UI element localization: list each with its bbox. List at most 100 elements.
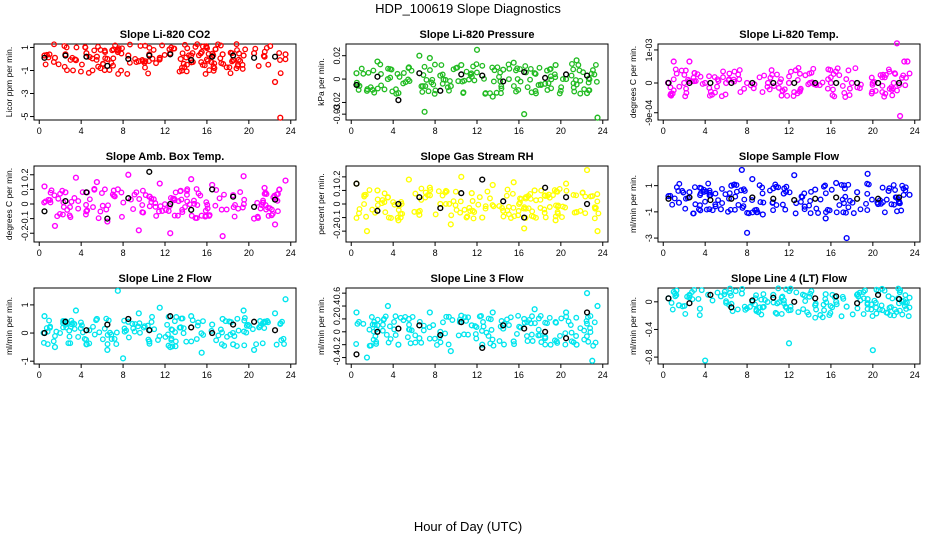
hourly-point — [209, 186, 216, 193]
hourly-point — [250, 203, 258, 211]
hourly-point — [500, 322, 507, 329]
sample-point — [168, 337, 175, 343]
y-tick-label: -3 — [644, 234, 654, 242]
sample-point — [194, 322, 201, 329]
sample-point — [524, 338, 531, 345]
sample-point — [756, 182, 763, 189]
sample-point — [770, 291, 777, 299]
hourly-point — [874, 195, 882, 202]
panel-4: Slope Amb. Box Temp. 0 4 8 12 16 20 24 0.20.1 0 -0… — [4, 151, 297, 258]
x-tick-label: 12 — [472, 248, 482, 258]
sample-point — [513, 88, 519, 95]
sample-point — [531, 320, 538, 327]
sample-point — [885, 293, 892, 300]
sample-point — [774, 300, 781, 307]
sample-point — [64, 206, 71, 213]
x-tick-label: 20 — [868, 248, 878, 258]
sample-point — [85, 69, 92, 76]
sample-point — [265, 61, 272, 68]
sample-point — [490, 78, 497, 85]
sample-point — [778, 310, 785, 317]
sample-point — [591, 215, 598, 222]
y-tick-label: 0 — [332, 329, 342, 334]
sample-point — [726, 195, 732, 202]
sample-point — [668, 92, 675, 99]
sample-point — [179, 315, 186, 322]
sample-point — [522, 194, 529, 201]
sample-point — [99, 336, 106, 343]
sample-point — [741, 196, 748, 203]
sample-point — [589, 193, 596, 200]
sample-point — [742, 306, 749, 313]
sample-point — [670, 87, 677, 94]
sample-point — [864, 306, 871, 312]
hourly-point — [812, 295, 819, 302]
sample-point — [421, 63, 428, 70]
sample-point — [183, 54, 190, 61]
sample-point — [822, 182, 829, 189]
sample-point — [442, 187, 449, 194]
sample-point — [216, 195, 223, 202]
sample-point — [509, 190, 516, 197]
sample-point — [83, 50, 90, 57]
x-tick-label: 0 — [349, 370, 354, 380]
sample-point — [159, 208, 166, 214]
sample-point — [114, 186, 121, 193]
sample-point — [46, 317, 53, 324]
sample-point — [55, 195, 62, 202]
sample-point — [590, 342, 597, 349]
hourly-point — [374, 328, 381, 335]
sample-point — [412, 339, 419, 346]
sample-point — [825, 76, 832, 83]
y-tick-label: 0.2 — [332, 313, 342, 326]
sample-point — [552, 217, 559, 224]
sample-point — [696, 202, 704, 209]
sample-point — [356, 206, 363, 213]
sample-point — [573, 192, 580, 199]
sample-point — [91, 331, 98, 338]
sample-point — [559, 76, 566, 83]
sample-point — [354, 320, 361, 327]
y-axis-label: ml/min per min. — [316, 297, 326, 355]
sample-point — [838, 181, 845, 188]
sample-point — [741, 85, 748, 92]
hourly-point — [188, 324, 195, 331]
sample-point — [497, 78, 504, 85]
sample-point — [72, 56, 78, 63]
hourly-point — [542, 328, 549, 335]
sample-point — [416, 335, 423, 342]
sample-point — [695, 295, 702, 302]
sample-point — [901, 303, 908, 309]
hourly-point — [83, 327, 90, 334]
sample-point — [119, 45, 125, 52]
sample-point — [426, 335, 433, 342]
sample-point — [95, 215, 102, 222]
sample-point — [533, 197, 539, 204]
sample-point — [869, 88, 876, 95]
sample-point — [538, 187, 545, 194]
x-tick-label: 4 — [703, 370, 708, 380]
sample-point — [715, 197, 722, 204]
sample-point — [896, 112, 904, 120]
sample-point — [738, 187, 745, 194]
sample-point — [854, 291, 861, 299]
sample-point — [670, 58, 677, 65]
sample-point — [881, 93, 888, 100]
sample-point — [739, 204, 746, 211]
sample-point — [873, 286, 880, 293]
sample-point — [42, 61, 49, 68]
sample-point — [213, 337, 220, 344]
sample-point — [860, 289, 867, 295]
sample-point — [774, 71, 780, 78]
sample-point — [876, 306, 883, 313]
sample-point — [573, 314, 580, 321]
sample-point — [749, 176, 756, 183]
sample-point — [794, 77, 801, 83]
sample-point — [407, 340, 414, 347]
sample-point — [768, 67, 775, 74]
sample-point — [469, 198, 476, 204]
sample-point — [673, 292, 680, 299]
sample-point — [145, 70, 152, 77]
sample-point — [513, 67, 519, 74]
sample-point — [841, 200, 847, 207]
